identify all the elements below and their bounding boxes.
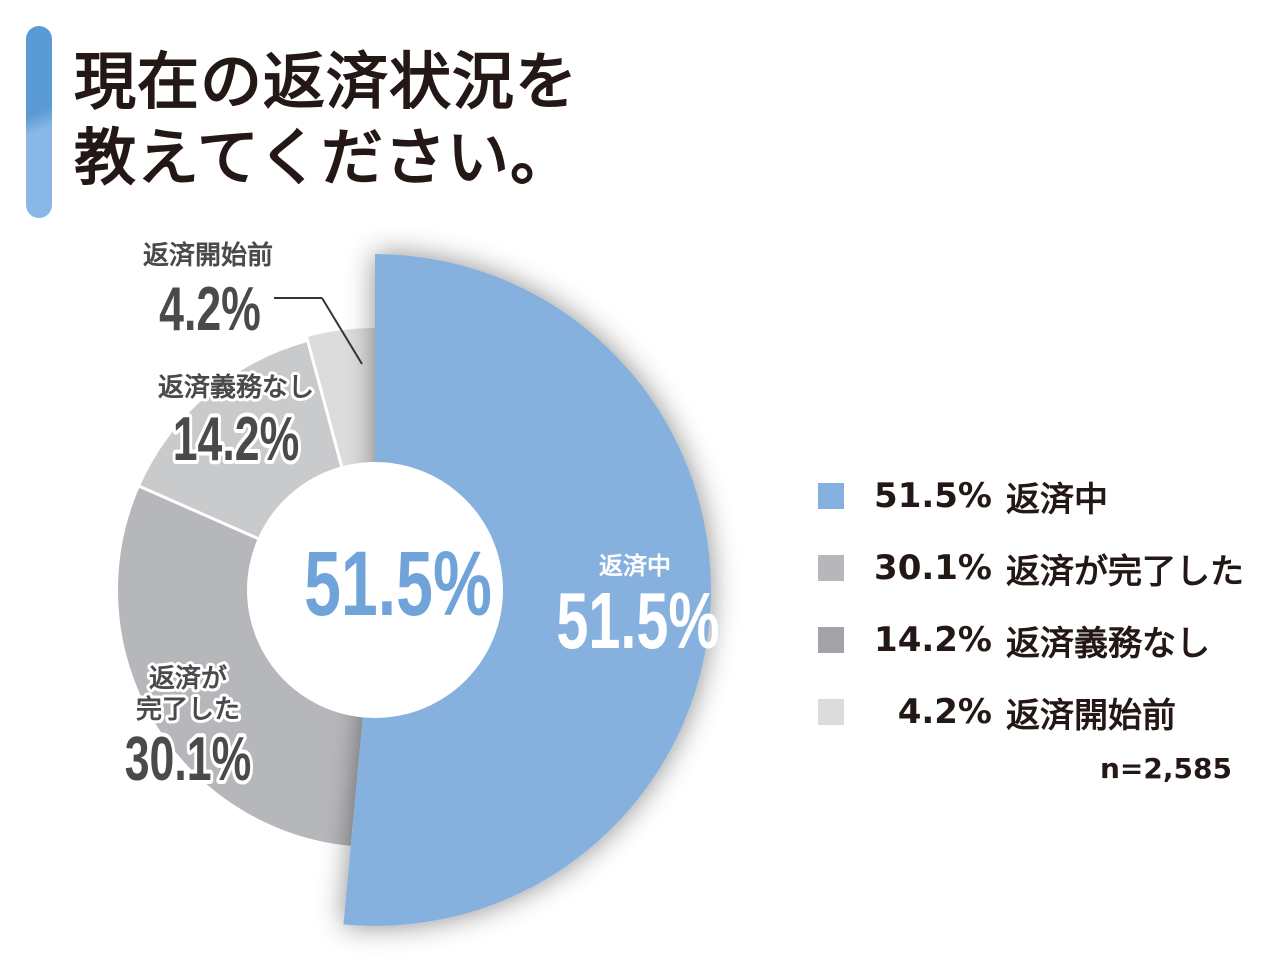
legend-swatch-not-required [818,627,844,653]
legend-item-completed: 30.1% 返済が完了した [818,532,1278,604]
legend-swatch-repaying [818,483,844,509]
legend-item-repaying: 51.5% 返済中 [818,460,1278,532]
legend-value: 14.2% [874,620,992,660]
legend-label: 返済義務なし [1006,623,1210,664]
legend: 51.5% 返済中 30.1% 返済が完了した 14.2% 返済義務なし 4.2… [818,460,1278,748]
donut-hole [247,462,503,718]
data-label-not-required: 14.2% [173,405,300,474]
legend-value: 4.2% [897,692,992,732]
legend-label: 返済開始前 [1006,695,1176,736]
slice-label-completed-2: 完了した [136,694,240,725]
legend-label: 返済中 [1006,479,1108,520]
center-value-label: 51.5% [304,531,492,634]
slice-label-repaying: 返済中 [599,552,671,580]
sample-size: n=2,585 [1100,752,1232,785]
slice-label-not-required: 返済義務なし [158,372,314,403]
legend-value: 51.5% [874,476,992,516]
title-line-1: 現在の返済状況を [74,45,579,118]
slice-label-completed-1: 返済が [149,663,227,694]
data-label-repaying: 51.5% [556,576,719,666]
leader-line-not-started-d [321,297,363,365]
legend-swatch-completed [818,555,844,581]
slice-label-not-started: 返済開始前 [143,240,273,271]
slice-repaying [343,254,711,926]
title-line-2: 教えてください。 [74,120,574,194]
legend-item-not-required: 14.2% 返済義務なし [818,604,1278,676]
legend-value: 30.1% [874,548,992,588]
legend-label: 返済が完了した [1006,551,1244,592]
legend-swatch-not-started [818,699,844,725]
chart-title: 現在の返済状況を 教えてください。 [74,44,774,195]
data-label-completed: 30.1% [125,725,252,794]
legend-item-not-started: 4.2% 返済開始前 [818,676,1278,748]
title-accent-bar [26,26,52,218]
data-label-not-started: 4.2% [159,275,261,344]
